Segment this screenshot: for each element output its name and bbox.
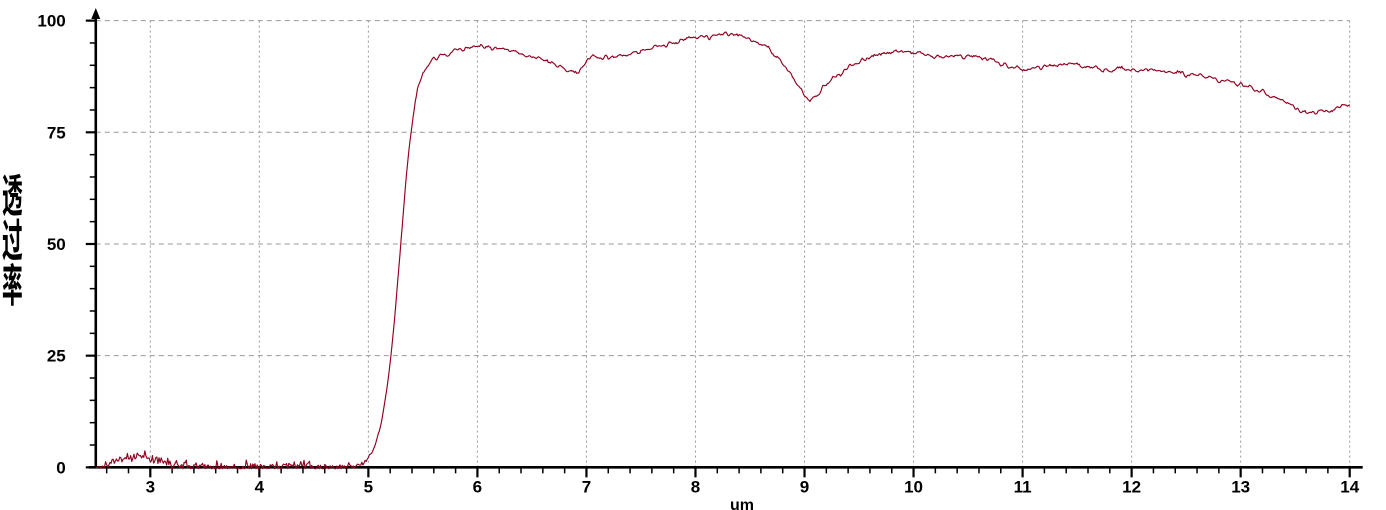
svg-text:75: 75 <box>47 123 66 142</box>
svg-text:7: 7 <box>582 477 591 496</box>
svg-text:0: 0 <box>56 458 65 477</box>
svg-text:100: 100 <box>37 12 65 31</box>
svg-text:9: 9 <box>800 477 809 496</box>
svg-text:8: 8 <box>691 477 700 496</box>
svg-text:50: 50 <box>47 235 66 254</box>
svg-text:10: 10 <box>904 477 923 496</box>
svg-text:4: 4 <box>255 477 265 496</box>
svg-text:11: 11 <box>1014 477 1032 496</box>
svg-text:25: 25 <box>47 347 66 366</box>
svg-text:13: 13 <box>1231 477 1250 496</box>
svg-text:12: 12 <box>1122 477 1141 496</box>
svg-text:3: 3 <box>146 477 155 496</box>
svg-text:14: 14 <box>1340 477 1359 496</box>
svg-text:6: 6 <box>473 477 482 496</box>
svg-text:5: 5 <box>364 477 373 496</box>
